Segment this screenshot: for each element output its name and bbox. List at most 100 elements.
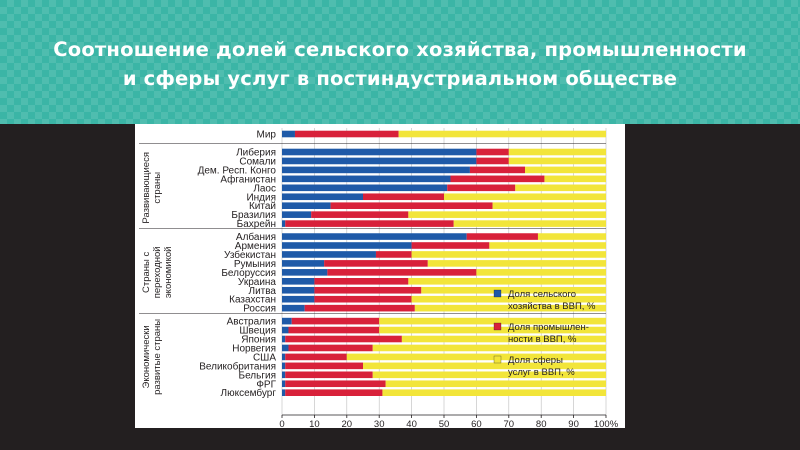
bar-segment xyxy=(466,233,538,240)
bar-segment xyxy=(408,211,606,218)
category-label: Либерия xyxy=(236,147,276,159)
category-label: Казахстан xyxy=(229,295,276,306)
bar-segment xyxy=(282,317,292,325)
bar-segment xyxy=(282,304,305,312)
x-tick-label: 40 xyxy=(406,419,417,428)
bar-segment xyxy=(304,304,415,312)
legend-label: Доля сельского xyxy=(508,289,576,300)
legend-swatch xyxy=(493,322,502,331)
bar-segment xyxy=(544,175,606,183)
x-tick-label: 20 xyxy=(342,419,353,428)
bar-segment xyxy=(476,157,509,165)
x-tick-label: 100% xyxy=(594,419,619,428)
group-label: экономикой xyxy=(163,247,174,299)
bar-segment xyxy=(492,202,606,209)
group-label: Экономически xyxy=(141,325,152,388)
bar-segment xyxy=(408,278,606,285)
bar-segment xyxy=(282,269,328,276)
bar-segment xyxy=(282,175,451,183)
group-label: страны xyxy=(152,172,163,204)
group-label: Страны с xyxy=(141,251,152,292)
bar-segment xyxy=(508,157,606,165)
bar-segment xyxy=(411,242,490,249)
category-label: Литва xyxy=(249,286,277,297)
bar-segment xyxy=(515,184,606,192)
bar-segment xyxy=(282,130,295,138)
bar-segment xyxy=(314,286,422,294)
legend-label: ности в ВВП, % xyxy=(508,334,577,345)
bar-segment xyxy=(489,242,606,249)
bar-segment xyxy=(282,278,315,285)
bar-segment xyxy=(421,286,606,294)
x-tick-label: 50 xyxy=(439,419,450,428)
category-label: Лаос xyxy=(253,183,276,194)
bar-segment xyxy=(282,260,325,267)
title-banner: Соотношение долей сельского хозяйства, п… xyxy=(0,0,800,124)
category-label: Китай xyxy=(249,201,276,212)
bar-segment xyxy=(282,362,286,370)
x-tick-label: 90 xyxy=(568,419,579,428)
bar-segment xyxy=(291,317,380,325)
bar-segment xyxy=(398,130,606,138)
bar-segment xyxy=(372,371,606,379)
bar-segment xyxy=(282,184,448,192)
bar-segment xyxy=(282,148,477,156)
slide-title-line-1: Соотношение долей сельского хозяйства, п… xyxy=(53,38,747,61)
bar-segment xyxy=(363,362,606,370)
category-label: Люксембург xyxy=(221,387,277,399)
x-tick-label: 60 xyxy=(471,419,482,428)
bar-segment xyxy=(401,335,606,343)
bar-segment xyxy=(282,211,312,218)
bar-segment xyxy=(476,148,509,156)
bar-segment xyxy=(282,157,477,165)
category-label: США xyxy=(253,352,276,363)
group-label: переходной xyxy=(152,246,163,298)
category-label: Бразилия xyxy=(231,210,276,221)
category-label: Россия xyxy=(243,304,276,315)
bar-segment xyxy=(411,251,606,258)
bar-segment xyxy=(414,304,606,312)
bar-segment xyxy=(330,202,493,209)
x-tick-label: 80 xyxy=(536,419,547,428)
category-label: Украина xyxy=(238,277,277,288)
bar-segment xyxy=(282,335,286,343)
bar-segment xyxy=(372,344,606,352)
bar-segment xyxy=(314,278,409,285)
bar-segment xyxy=(285,389,383,396)
bar-segment xyxy=(285,371,373,379)
bar-segment xyxy=(282,326,289,334)
bar-segment xyxy=(311,211,409,218)
x-tick-label: 10 xyxy=(309,419,320,428)
bar-segment xyxy=(447,184,516,192)
bar-segment xyxy=(508,148,606,156)
bar-segment xyxy=(282,389,286,396)
category-label: ФРГ xyxy=(256,379,276,390)
legend-label: хозяйства в ВВП, % xyxy=(508,301,596,312)
category-label: Швеция xyxy=(239,326,276,337)
bar-segment xyxy=(379,317,606,325)
x-tick-label: 30 xyxy=(374,419,385,428)
x-tick-label: 0 xyxy=(279,419,284,428)
category-label: Индия xyxy=(246,192,276,203)
bar-segment xyxy=(537,233,606,240)
category-label: Бельгия xyxy=(239,370,277,381)
category-label: Сомали xyxy=(239,156,276,167)
bar-segment xyxy=(282,202,331,209)
bar-segment xyxy=(282,353,286,361)
bar-segment xyxy=(282,166,470,174)
bar-segment xyxy=(282,233,467,240)
bar-segment xyxy=(450,175,545,183)
slide-title-line-2: и сферы услуг в постиндустриальном общес… xyxy=(122,67,678,90)
bar-segment xyxy=(469,166,525,174)
bar-segment xyxy=(282,193,363,201)
bar-segment xyxy=(525,166,606,174)
bar-segment xyxy=(382,389,606,396)
bar-segment xyxy=(282,344,289,352)
bar-segment xyxy=(282,242,412,249)
bar-segment xyxy=(346,353,606,361)
bar-segment xyxy=(453,220,606,227)
category-label: Великобритания xyxy=(199,360,276,372)
bar-segment xyxy=(285,353,347,361)
bar-segment xyxy=(314,295,412,303)
bar-segment xyxy=(324,260,428,267)
